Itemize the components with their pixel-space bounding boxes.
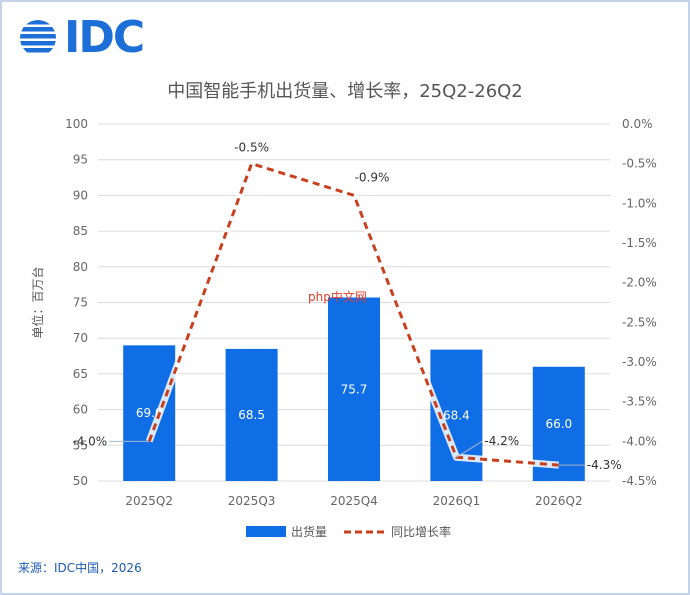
x-tick-label: 2025Q2 xyxy=(125,494,173,508)
bar-value-label: 75.7 xyxy=(341,382,368,396)
y2-tick-label: -2.5% xyxy=(622,315,657,329)
idc-logo: IDC xyxy=(18,12,145,63)
y2-tick-label: -2.0% xyxy=(622,276,657,290)
globe-icon xyxy=(20,20,56,53)
y-tick-label: 85 xyxy=(73,224,88,238)
y2-tick-label: -1.0% xyxy=(622,196,657,210)
logo-text: IDC xyxy=(64,12,145,63)
y-tick-label: 70 xyxy=(73,331,88,345)
bar-value-label: 66.0 xyxy=(545,417,572,431)
line-value-label: -0.5% xyxy=(234,141,269,155)
growth-line xyxy=(147,162,559,467)
legend-label-line: 同比增长率 xyxy=(391,524,451,539)
bar xyxy=(225,348,278,481)
legend-label-bars: 出货量 xyxy=(291,524,327,539)
y-tick-label: 55 xyxy=(73,438,88,452)
bar xyxy=(123,345,176,481)
y2-tick-label: -3.5% xyxy=(622,395,657,409)
y-tick-label: 95 xyxy=(73,153,88,167)
line-value-label: -4.2% xyxy=(484,434,519,448)
line-value-label: -4.0% xyxy=(72,434,107,448)
x-tick-label: 2026Q2 xyxy=(535,494,583,508)
y2-tick-label: -1.5% xyxy=(622,236,657,250)
y2-tick-label: -0.5% xyxy=(622,157,657,171)
y2-tick-label: -4.5% xyxy=(622,474,657,488)
y-tick-label: 80 xyxy=(73,260,88,274)
chart-title: 中国智能手机出货量、增长率，25Q2-26Q2 xyxy=(167,81,523,102)
bar xyxy=(328,297,380,481)
y-tick-label: 50 xyxy=(73,474,88,488)
x-tick-label: 2025Q3 xyxy=(228,494,276,508)
y2-tick-label: 0.0% xyxy=(622,117,653,131)
source-note: 来源：IDC中国，2026 xyxy=(18,561,142,575)
bar-value-label: 68.5 xyxy=(238,408,265,422)
line-value-label: -4.3% xyxy=(587,458,622,472)
y-axis-title: 单位：百万台 xyxy=(30,266,45,338)
y-tick-label: 65 xyxy=(73,367,88,381)
y2-tick-label: -3.0% xyxy=(622,355,657,369)
y-tick-label: 100 xyxy=(65,117,88,131)
watermark: php中文网 xyxy=(308,289,367,304)
line-value-label: -0.9% xyxy=(355,170,390,184)
data-label-leader xyxy=(456,440,483,458)
y-tick-label: 60 xyxy=(73,403,88,417)
bar-value-label: 68.4 xyxy=(443,408,470,422)
legend-swatch-bars xyxy=(246,526,286,537)
x-tick-label: 2025Q4 xyxy=(330,494,378,508)
x-tick-label: 2026Q1 xyxy=(433,494,481,508)
y-tick-label: 90 xyxy=(73,188,88,202)
y-tick-label: 75 xyxy=(73,296,88,310)
y2-tick-label: -4.0% xyxy=(622,434,657,448)
